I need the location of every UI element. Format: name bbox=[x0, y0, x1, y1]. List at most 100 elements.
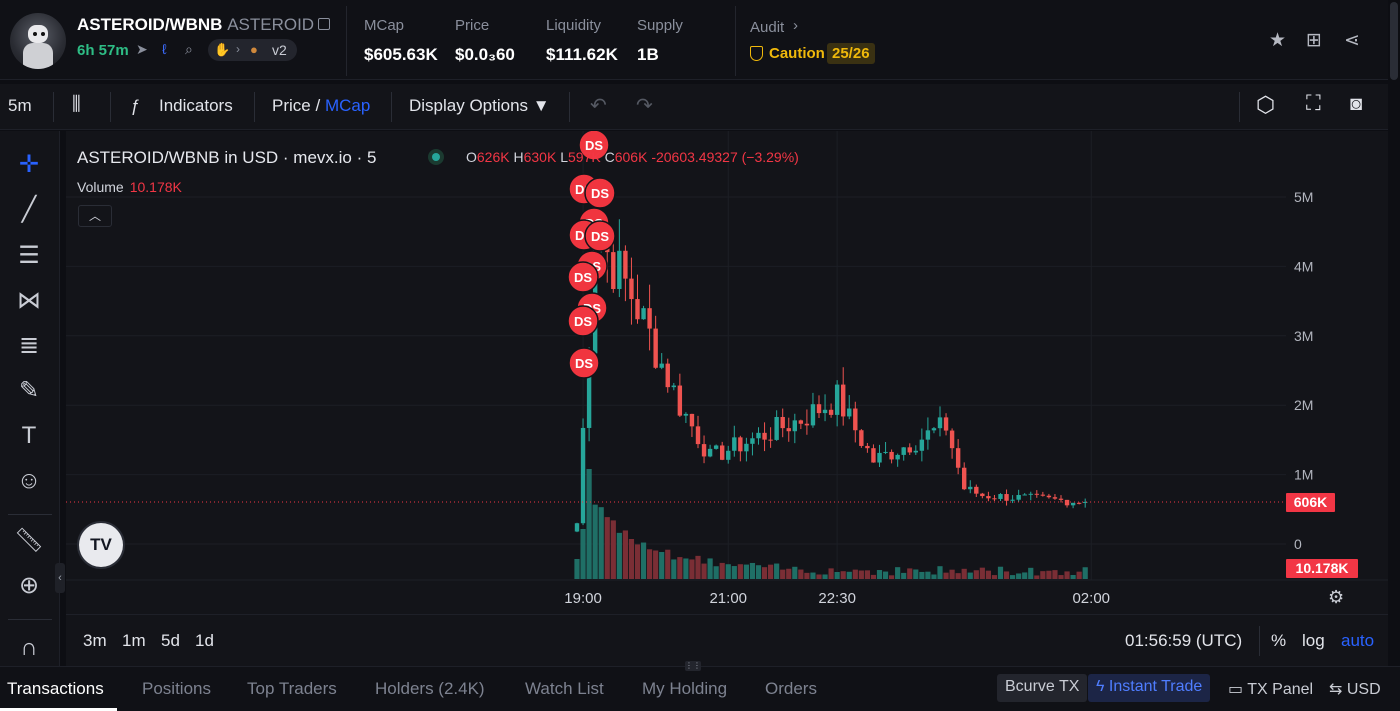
crosshair-icon[interactable]: ✛ bbox=[18, 151, 40, 178]
page-scrollbar[interactable] bbox=[1388, 0, 1400, 666]
volume-legend: Volume 10.178K bbox=[77, 179, 182, 195]
pattern-icon[interactable]: ⋈ bbox=[17, 287, 41, 314]
chevron-right-icon[interactable]: › bbox=[793, 17, 798, 34]
tab-positions[interactable]: Positions bbox=[142, 679, 211, 698]
tx-panel-label: TX Panel bbox=[1247, 681, 1314, 698]
log-scale-button[interactable]: log bbox=[1302, 631, 1325, 650]
tab-transactions[interactable]: Transactions bbox=[7, 679, 104, 698]
trade-marker-label: DS bbox=[591, 186, 609, 201]
range-3m-button[interactable]: 3m bbox=[83, 631, 107, 650]
search-icon[interactable]: ⌕ bbox=[185, 41, 193, 57]
divider bbox=[53, 92, 54, 122]
magnet-icon[interactable]: ∩ bbox=[20, 634, 38, 661]
indicators-button[interactable]: Indicators bbox=[159, 96, 233, 115]
volume-bar bbox=[1082, 567, 1088, 579]
copy-icon[interactable] bbox=[318, 18, 330, 30]
range-1m-button[interactable]: 1m bbox=[122, 631, 146, 650]
pair-name: ASTEROID/WBNB ASTEROID bbox=[77, 15, 314, 35]
x-tick-label: 19:00 bbox=[564, 590, 602, 607]
candle-body bbox=[883, 451, 888, 453]
emoji-icon[interactable]: ☺ bbox=[16, 467, 42, 494]
tradingview-logo[interactable]: TV bbox=[79, 523, 123, 567]
candle-body bbox=[889, 451, 894, 460]
volume-bar bbox=[1022, 572, 1028, 579]
brush-icon[interactable]: ✎ bbox=[18, 377, 40, 404]
tx-panel-button[interactable]: ▭ TX Panel bbox=[1228, 679, 1313, 699]
candle-body bbox=[986, 496, 991, 499]
volume-bar bbox=[695, 555, 701, 579]
zoom-in-icon[interactable]: ⊕ bbox=[18, 572, 40, 599]
pancakeswap-icon: ● bbox=[250, 42, 258, 57]
candle-body bbox=[786, 428, 791, 432]
instant-trade-button[interactable]: ϟ Instant Trade bbox=[1088, 674, 1211, 702]
mcap-toggle[interactable]: MCap bbox=[324, 96, 371, 115]
interval-button[interactable]: 5m bbox=[8, 96, 32, 115]
fx-icon[interactable]: ƒ bbox=[130, 96, 140, 115]
audit-link[interactable]: Audit bbox=[750, 19, 785, 36]
volume-bar bbox=[1076, 571, 1082, 579]
percent-scale-button[interactable]: % bbox=[1271, 631, 1287, 650]
ruler-icon[interactable]: 📏︎ bbox=[13, 527, 45, 554]
candles-icon[interactable]: ⫼ bbox=[72, 94, 81, 115]
axis-settings-icon[interactable]: ⚙ bbox=[1328, 587, 1345, 607]
bcurve-tx-button[interactable]: Bcurve TX bbox=[997, 674, 1088, 702]
volume-bars bbox=[574, 469, 1088, 579]
tab-holders[interactable]: Holders (2.4K) bbox=[375, 679, 485, 698]
tab-my-holding[interactable]: My Holding bbox=[642, 679, 728, 698]
auto-scale-button[interactable]: auto bbox=[1341, 631, 1375, 650]
volume-bar bbox=[743, 564, 749, 579]
candle-body bbox=[919, 439, 925, 451]
tab-top-traders[interactable]: Top Traders bbox=[247, 679, 337, 698]
redo-icon[interactable]: ↷ bbox=[636, 95, 653, 117]
settings-icon[interactable]: ⬡ bbox=[1256, 92, 1276, 117]
telegram-icon[interactable]: ➤ bbox=[136, 41, 148, 57]
liquidity-value: $111.62K bbox=[546, 45, 618, 64]
panel-drag-handle[interactable]: ⋮⋮ bbox=[685, 661, 701, 671]
star-icon[interactable]: ★ bbox=[1269, 30, 1287, 51]
instant-trade-label: Instant Trade bbox=[1108, 678, 1203, 695]
chart-add-icon[interactable]: ⊞ bbox=[1306, 30, 1322, 51]
collapse-sidebar-handle[interactable]: ‹ bbox=[55, 563, 65, 593]
close-value: 606K bbox=[614, 149, 648, 165]
mcap-label: MCap bbox=[364, 17, 405, 34]
fullscreen-icon[interactable]: ⛶ bbox=[1306, 92, 1321, 115]
low-value: 597K bbox=[568, 149, 601, 165]
display-options-dropdown[interactable]: Display Options ▼ bbox=[409, 96, 550, 116]
divider bbox=[391, 92, 392, 122]
share-icon[interactable]: ⋖ bbox=[1344, 30, 1360, 51]
trendline-icon[interactable]: ╱ bbox=[21, 196, 37, 223]
range-1d-button[interactable]: 1d bbox=[195, 631, 214, 650]
candle-body bbox=[925, 430, 931, 440]
utc-clock[interactable]: 01:56:59 (UTC) bbox=[1125, 631, 1243, 650]
currency-toggle[interactable]: ⇆ USD bbox=[1329, 679, 1381, 699]
volume-bar bbox=[1010, 575, 1016, 579]
undo-icon[interactable]: ↶ bbox=[590, 95, 607, 117]
price-toggle[interactable]: Price bbox=[272, 96, 311, 115]
range-5d-button[interactable]: 5d bbox=[161, 631, 180, 650]
text-icon[interactable]: T bbox=[21, 422, 37, 449]
drawing-tools-sidebar: ✛ ╱ ☰ ⋈ ≣ ✎ T ☺ 📏︎ ⊕ ∩ bbox=[0, 131, 60, 666]
horizontal-lines-icon[interactable]: ☰ bbox=[18, 242, 40, 269]
dex-route-pill[interactable]: ✋ › ● v2 bbox=[208, 39, 297, 61]
candle-body bbox=[732, 437, 737, 451]
candle-body bbox=[1016, 495, 1021, 500]
feather-icon[interactable]: ℓ bbox=[162, 41, 167, 57]
price-mcap-toggle[interactable]: Price / MCap bbox=[272, 96, 370, 116]
audit-score: 25/26 bbox=[827, 43, 875, 64]
tab-watch-list[interactable]: Watch List bbox=[525, 679, 604, 698]
trade-marker bbox=[578, 131, 610, 161]
volume-bar bbox=[761, 567, 768, 579]
camera-icon[interactable]: ◙ bbox=[1350, 93, 1363, 115]
token-avatar[interactable] bbox=[10, 13, 66, 69]
candle-body bbox=[804, 423, 810, 426]
fib-icon[interactable]: ≣ bbox=[18, 332, 40, 359]
legend-collapse-button[interactable]: ︿ bbox=[78, 205, 112, 227]
candle-body bbox=[659, 363, 664, 368]
tab-orders[interactable]: Orders bbox=[765, 679, 817, 698]
candle-body bbox=[1010, 499, 1015, 501]
volume-bar bbox=[713, 566, 719, 579]
scrollbar-thumb[interactable] bbox=[1390, 2, 1398, 80]
ohlc-readout: O626K H630K L597K C606K -20603.49327 (−3… bbox=[466, 149, 799, 165]
